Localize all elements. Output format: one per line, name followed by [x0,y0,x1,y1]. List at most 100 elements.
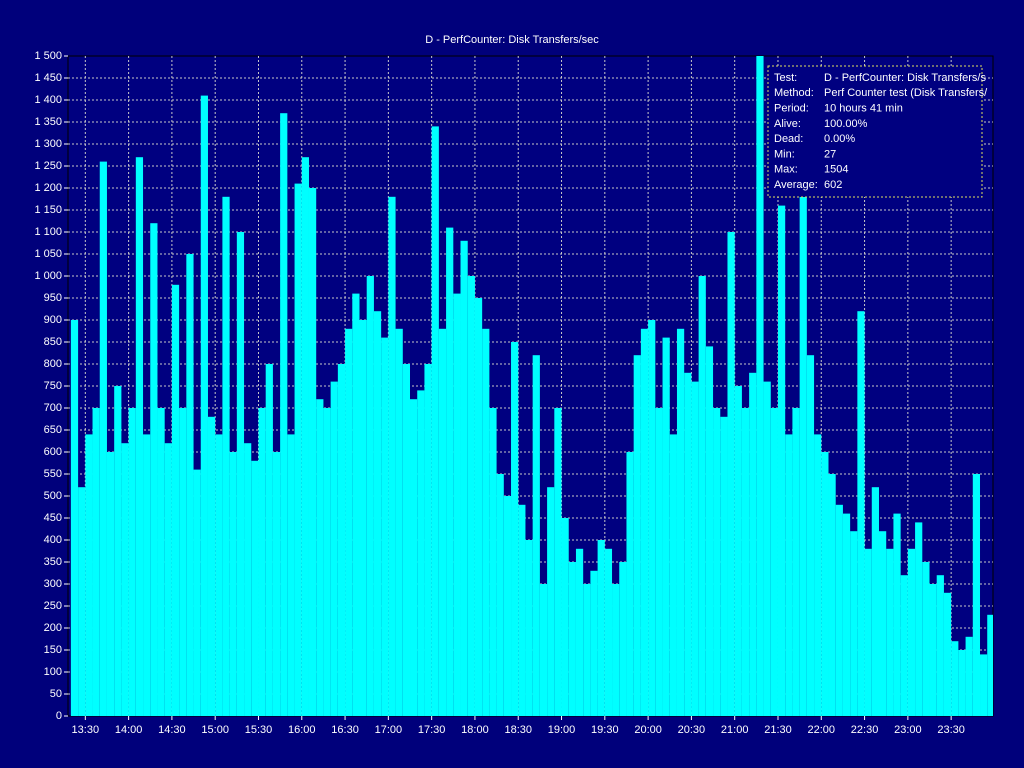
bar [143,434,151,716]
x-tick-label: 15:00 [201,724,229,736]
info-label: Max: [774,164,798,176]
bar [395,328,403,716]
bar [244,443,252,716]
bar [359,320,367,716]
x-tick-label: 18:00 [461,724,489,736]
bar [554,408,562,716]
bar [337,364,346,716]
bar [972,474,981,716]
bar [388,196,396,717]
bar [619,562,627,716]
bar [756,56,764,716]
bar [114,386,122,716]
bar [503,496,512,716]
bar [287,434,295,716]
bar [648,320,656,716]
bar [633,355,641,716]
bar [85,434,93,716]
x-tick-label: 14:00 [115,724,143,736]
y-tick-label: 900 [44,314,62,326]
bar [200,95,208,717]
chart-title: D - PerfCounter: Disk Transfers/sec [425,34,599,46]
bar [453,293,461,716]
bar [207,416,216,716]
bar [684,372,692,716]
bar [381,337,389,716]
x-tick-label: 16:30 [331,724,359,736]
bar [713,408,721,716]
bar [662,337,670,716]
x-tick-label: 14:30 [158,724,186,736]
bar [922,562,930,716]
bar [980,654,988,716]
x-tick-label: 18:30 [504,724,532,736]
y-tick-label: 100 [44,666,62,678]
y-tick-label: 500 [44,490,62,502]
y-tick-label: 1 250 [34,160,62,172]
x-tick-label: 23:30 [937,724,965,736]
bar [770,408,778,716]
bar [99,161,107,717]
bar [893,513,901,716]
info-label: Min: [774,148,795,160]
bar [438,328,447,716]
bar [850,531,858,716]
y-tick-label: 1 300 [34,138,62,150]
y-tick-label: 600 [44,446,62,458]
bar [929,584,937,716]
bar [987,614,993,716]
y-tick-label: 450 [44,512,62,524]
bar [936,575,944,716]
x-tick-label: 17:30 [418,724,446,736]
bar [575,548,584,716]
bar [78,487,86,716]
y-tick-label: 400 [44,534,62,546]
bar [539,584,548,716]
bar [842,513,851,716]
bar [222,196,230,717]
info-label: Period: [774,103,809,115]
bar [164,443,172,716]
bar [251,460,259,716]
bar [294,183,302,717]
bar [106,452,115,716]
bar [308,188,317,716]
info-value: 100.00% [824,118,868,130]
bar [734,386,742,716]
bar [301,157,309,716]
bar [474,298,483,716]
bar [583,584,591,716]
bar [626,452,634,716]
bar [799,196,807,717]
bar [272,452,281,716]
bar [258,408,266,716]
bar [958,650,966,716]
bar [792,408,800,716]
bar [128,408,136,716]
bar [532,355,540,716]
bar [511,342,519,716]
bar [864,548,872,716]
bar [907,548,916,716]
bar [900,575,908,716]
bar [460,240,468,717]
bar [604,548,613,716]
y-tick-label: 200 [44,622,62,634]
y-tick-label: 1 350 [34,116,62,128]
bar [446,227,454,716]
bar [280,113,288,716]
bar [612,584,620,716]
bar [561,518,569,716]
bar [669,434,677,716]
bar [489,408,497,716]
info-label: Average: [774,179,818,191]
y-tick-label: 1 400 [34,94,62,106]
bar [525,540,533,716]
bar [171,284,180,716]
y-tick-label: 1 450 [34,72,62,84]
bar [265,364,273,716]
bar [763,381,771,716]
bar [814,434,822,716]
x-tick-label: 21:00 [721,724,749,736]
bar [186,254,194,716]
